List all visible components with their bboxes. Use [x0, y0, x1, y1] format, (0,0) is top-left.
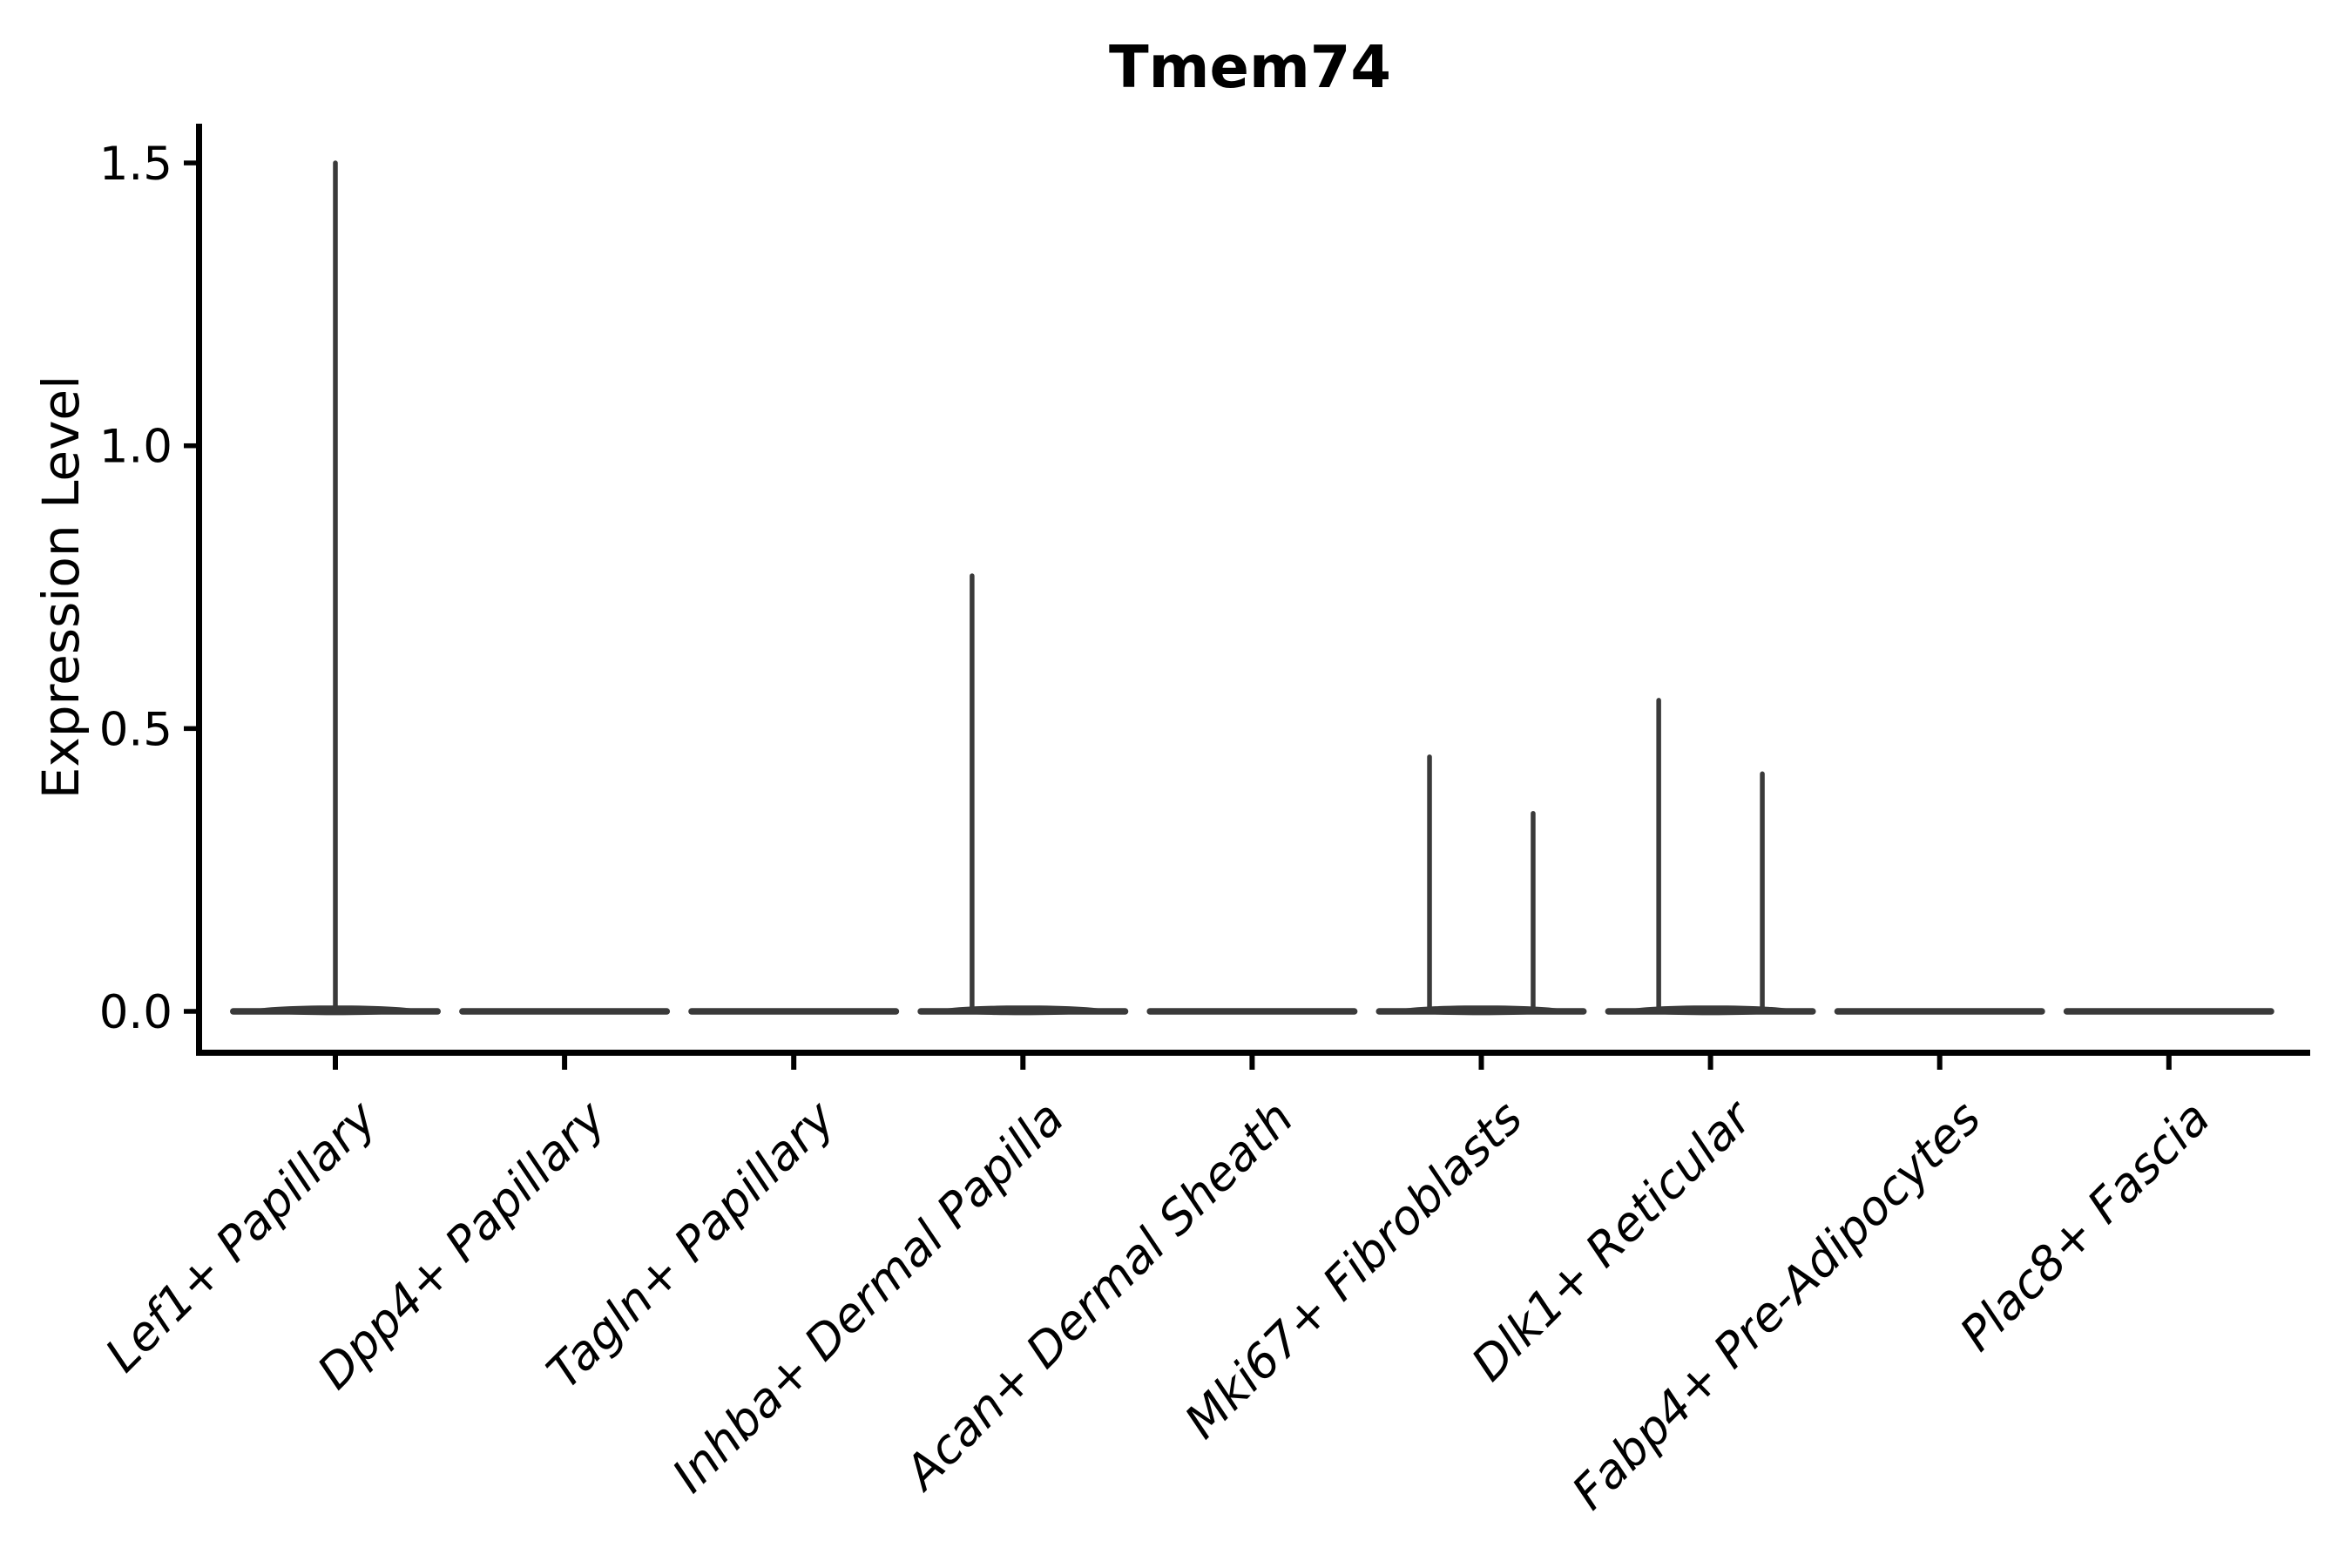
y-tick-label: 1.0: [99, 421, 172, 474]
chart-title: Tmem74: [1109, 33, 1391, 101]
violin: [917, 1005, 1129, 1016]
violin: [2063, 1008, 2274, 1015]
violin: [688, 1008, 900, 1015]
violin-bulge: [940, 1005, 1106, 1016]
violin-body: [2063, 1008, 2274, 1015]
axes: [196, 124, 2310, 1056]
violin: [1375, 1005, 1587, 1016]
violins: [230, 160, 2274, 1016]
violin-body: [1146, 1008, 1358, 1015]
x-tick-label: Inhba+ Dermal Papilla: [662, 1091, 1075, 1504]
violin: [230, 1005, 441, 1016]
violin: [1605, 1005, 1816, 1016]
x-tick-label: Plac8+ Fascia: [1950, 1091, 2220, 1362]
x-ticks: [333, 1056, 2172, 1070]
x-tick-label: Fabp4+ Pre-Adipocytes: [1562, 1091, 1991, 1520]
violin-bulge: [1398, 1005, 1565, 1016]
y-axis-label: Expression Level: [31, 375, 91, 799]
y-tick-labels: 0.0 0.5 1.0 1.5: [99, 138, 172, 1039]
violin-body: [688, 1008, 900, 1015]
y-tick-label: 0.5: [99, 703, 172, 756]
violin-body: [459, 1008, 671, 1015]
violin: [1146, 1008, 1358, 1015]
x-tick-label: Acan+ Dermal Sheath: [893, 1091, 1304, 1502]
violin: [1834, 1008, 2045, 1015]
y-ticks: [184, 160, 197, 1014]
y-tick-label: 1.5: [99, 138, 172, 191]
violin-bulge: [1627, 1005, 1794, 1016]
violin-body: [1834, 1008, 2045, 1015]
y-tick-label: 0.0: [99, 986, 172, 1039]
violin: [459, 1008, 671, 1015]
